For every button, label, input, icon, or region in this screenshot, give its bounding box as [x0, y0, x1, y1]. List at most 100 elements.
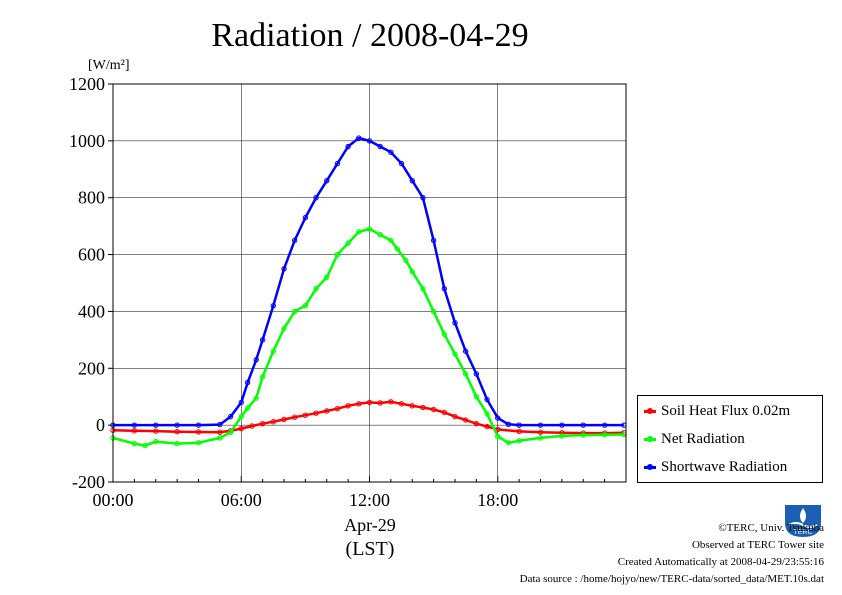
data-point — [409, 403, 415, 409]
data-point — [398, 401, 405, 407]
data-point — [452, 413, 458, 420]
data-point — [495, 415, 501, 421]
data-point — [153, 438, 159, 445]
data-point — [131, 428, 138, 434]
data-point — [253, 395, 259, 401]
series-soil-heat-flux-0-02m — [110, 399, 627, 436]
legend-item-net-radiation: Net Radiation — [644, 429, 745, 449]
data-point — [580, 432, 586, 438]
data-point — [441, 409, 448, 416]
y-tick-label: 1000 — [69, 131, 105, 151]
data-point — [356, 135, 362, 141]
data-point — [356, 229, 362, 235]
data-point — [452, 320, 458, 326]
y-tick-label: 0 — [96, 415, 105, 435]
data-point — [244, 379, 251, 386]
data-point — [462, 417, 469, 423]
data-point — [537, 422, 544, 428]
legend-swatch-blue — [644, 463, 656, 470]
y-tick-label: 600 — [78, 245, 105, 265]
data-point — [516, 438, 522, 444]
legend-swatch-green — [644, 435, 656, 442]
data-point — [270, 348, 277, 354]
data-point — [334, 160, 341, 167]
x-tick-label: 12:00 — [349, 490, 390, 510]
data-point — [580, 422, 586, 428]
data-point — [484, 423, 490, 430]
x-tick-label: 18:00 — [477, 490, 518, 510]
data-point — [281, 325, 287, 332]
data-point — [174, 422, 180, 428]
data-point — [366, 399, 373, 406]
data-point — [420, 195, 426, 201]
data-point — [537, 429, 544, 435]
data-point — [345, 240, 351, 246]
data-point — [174, 428, 180, 435]
data-point — [324, 408, 330, 414]
data-point — [441, 331, 448, 337]
y-tick-label: 400 — [78, 301, 105, 321]
data-point — [291, 308, 298, 315]
data-point — [238, 399, 244, 406]
data-point — [302, 412, 309, 418]
data-point — [291, 414, 298, 420]
y-tick-label: -200 — [72, 472, 105, 492]
grid-lines — [112, 83, 626, 483]
data-point — [559, 422, 565, 428]
x-axis-timezone-label: (LST) — [346, 538, 395, 560]
data-point — [537, 435, 544, 441]
data-point — [409, 177, 415, 184]
chart-legend: Soil Heat Flux 0.02m Net Radiation Short… — [637, 395, 823, 483]
data-point — [505, 421, 512, 427]
data-point — [313, 410, 319, 416]
series-line — [112, 400, 624, 435]
data-point — [441, 285, 448, 292]
copyright-text: ©TERC, Univ. Tsukuba — [718, 522, 824, 534]
data-point — [238, 425, 244, 432]
data-point — [302, 303, 309, 309]
chart-title: Radiation / 2008-04-29 — [211, 17, 528, 54]
data-point — [259, 337, 266, 343]
x-axis: 00:00 06:00 12:00 18:00 — [92, 476, 627, 510]
data-point — [366, 138, 373, 144]
data-point — [356, 401, 362, 407]
data-point — [227, 413, 234, 420]
data-point — [195, 429, 202, 435]
data-point — [324, 177, 330, 184]
series-line — [113, 136, 624, 427]
data-point — [281, 416, 287, 423]
data-point — [302, 214, 309, 221]
legend-label: Soil Heat Flux 0.02m — [661, 402, 791, 419]
data-point — [345, 143, 351, 150]
data-point — [313, 285, 319, 292]
data-point — [430, 308, 437, 315]
y-tick-label: 800 — [78, 188, 105, 208]
data-point — [377, 400, 383, 406]
legend-item-shortwave-radiation: Shortwave Radiation — [644, 457, 787, 477]
data-point — [473, 421, 480, 427]
created-text: Created Automatically at 2008-04-29/23:5… — [617, 556, 824, 568]
data-point — [484, 411, 490, 417]
data-point — [473, 371, 480, 377]
data-point — [249, 423, 255, 429]
y-axis-unit-label: [W/m²] — [88, 58, 130, 73]
data-point — [462, 348, 469, 354]
x-axis-date-label: Apr-29 — [344, 515, 396, 535]
data-point — [270, 303, 277, 309]
data-point — [195, 422, 202, 428]
data-point — [420, 404, 426, 411]
series-shortwave-radiation — [110, 135, 627, 428]
data-point — [227, 429, 234, 435]
data-point — [324, 274, 330, 281]
x-tick-label: 06:00 — [221, 490, 262, 510]
data-point — [174, 440, 180, 447]
data-point — [398, 160, 405, 167]
data-point — [420, 285, 426, 292]
data-point — [142, 442, 148, 449]
legend-label: Net Radiation — [661, 430, 745, 447]
data-point — [217, 421, 223, 428]
legend-swatch-red — [644, 407, 656, 414]
series-net-radiation — [110, 226, 627, 449]
data-point — [409, 268, 415, 275]
